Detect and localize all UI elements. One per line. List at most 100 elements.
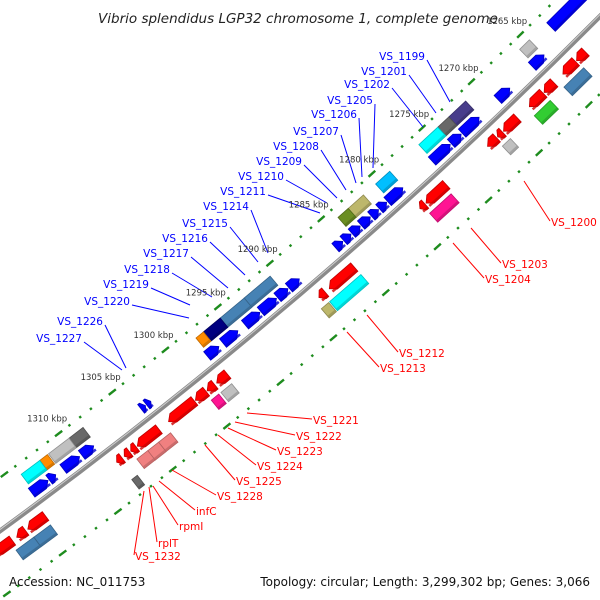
gene-arrow[interactable] — [273, 284, 292, 303]
gene-box[interactable] — [375, 170, 399, 194]
gene-arrow[interactable] — [14, 525, 30, 542]
gene-box[interactable] — [195, 331, 212, 348]
gene-arrow[interactable] — [256, 294, 280, 317]
gene-label[interactable]: rpmI — [179, 521, 203, 533]
gene-box[interactable] — [136, 450, 156, 470]
gene-arrow[interactable] — [383, 184, 407, 207]
gene-label[interactable]: VS_1204 — [485, 274, 531, 286]
gene-label[interactable]: VS_1203 — [502, 259, 548, 271]
gene-arrow[interactable] — [192, 386, 211, 405]
gene-arrow[interactable] — [45, 470, 59, 485]
gene-arrow[interactable] — [494, 127, 507, 141]
gene-box[interactable] — [220, 383, 240, 403]
gene-box[interactable] — [337, 207, 357, 227]
gene-box[interactable] — [533, 99, 560, 125]
gene-label[interactable]: VS_1205 — [327, 95, 373, 107]
gene-label[interactable]: VS_1212 — [399, 348, 445, 360]
kbp-label: 1270 kbp — [438, 64, 478, 74]
gene-label[interactable]: VS_1213 — [380, 363, 426, 375]
gene-arrow[interactable] — [500, 113, 522, 135]
gene-arrow[interactable] — [484, 133, 501, 151]
gene-label[interactable]: VS_1219 — [103, 279, 149, 291]
gene-arrow[interactable] — [113, 453, 127, 467]
gene-arrow[interactable] — [527, 51, 548, 71]
gene-label[interactable]: VS_1210 — [238, 171, 284, 183]
gene-box[interactable] — [320, 301, 338, 319]
gene-arrow[interactable] — [540, 78, 559, 97]
gene-label[interactable]: VS_1214 — [203, 201, 249, 213]
gene-label[interactable]: VS_1223 — [277, 446, 323, 458]
gene-box[interactable] — [210, 393, 227, 411]
gene-arrow[interactable] — [422, 180, 451, 208]
gene-box[interactable] — [15, 536, 42, 561]
gene-arrow[interactable] — [27, 476, 51, 498]
gene-arrow[interactable] — [559, 57, 581, 78]
gene-arrow[interactable] — [416, 199, 430, 213]
gene-arrow[interactable] — [218, 327, 241, 348]
gene-box[interactable] — [329, 273, 370, 312]
gene-arrow[interactable] — [0, 535, 17, 558]
gene-box[interactable] — [131, 474, 146, 490]
gene-box[interactable] — [501, 137, 520, 156]
gene-arrow[interactable] — [347, 222, 364, 238]
gene-arrow[interactable] — [137, 401, 149, 414]
gene-arrow[interactable] — [77, 441, 97, 460]
gene-arrow[interactable] — [213, 369, 232, 387]
gene-label[interactable]: VS_1215 — [182, 218, 228, 230]
gene-arrow[interactable] — [446, 130, 465, 149]
gene-arrow[interactable] — [457, 113, 483, 138]
gene-label[interactable]: VS_1226 — [57, 316, 103, 328]
gene-label[interactable]: VS_1211 — [220, 186, 266, 198]
gene-arrow[interactable] — [315, 287, 330, 302]
gene-label[interactable]: VS_1232 — [135, 551, 181, 563]
gene-label[interactable]: VS_1202 — [344, 79, 390, 91]
gene-arrow[interactable] — [142, 397, 154, 410]
gene-label[interactable]: VS_1207 — [293, 126, 339, 138]
gene-label[interactable]: VS_1201 — [361, 66, 407, 78]
gene-arrow[interactable] — [203, 342, 223, 361]
gene-arrow[interactable] — [284, 275, 303, 293]
gene-box[interactable] — [20, 459, 48, 485]
gene-label[interactable]: VS_1199 — [379, 51, 425, 63]
gene-label[interactable]: VS_1228 — [217, 491, 263, 503]
gene-arrow[interactable] — [326, 262, 359, 293]
gene-label[interactable]: VS_1208 — [273, 141, 319, 153]
gene-box[interactable] — [418, 126, 447, 155]
gene-arrow[interactable] — [526, 88, 548, 111]
gene-arrow[interactable] — [331, 237, 346, 253]
gene-box[interactable] — [546, 0, 590, 32]
gene-label[interactable]: rplT — [158, 538, 179, 550]
gene-box[interactable] — [429, 193, 460, 223]
gene-box[interactable] — [519, 39, 539, 59]
gene-arrow[interactable] — [427, 140, 454, 166]
gene-arrow[interactable] — [204, 379, 219, 395]
gene-arrow[interactable] — [356, 213, 374, 230]
gene-arrow[interactable] — [375, 198, 390, 214]
gene-label[interactable]: VS_1218 — [124, 264, 170, 276]
gene-arrow[interactable] — [573, 47, 590, 65]
gene-label[interactable]: infC — [196, 506, 217, 518]
gene-arrow[interactable] — [339, 230, 355, 246]
gene-box[interactable] — [563, 67, 593, 97]
gene-label[interactable]: VS_1216 — [162, 233, 208, 245]
gene-arrow[interactable] — [493, 84, 514, 105]
gene-label[interactable]: VS_1217 — [143, 248, 189, 260]
gene-label[interactable]: VS_1200 — [551, 217, 597, 229]
gene-arrow[interactable] — [25, 511, 50, 534]
gene-label[interactable]: VS_1209 — [256, 156, 302, 168]
gene-label[interactable]: VS_1220 — [84, 296, 130, 308]
gene-arrow[interactable] — [165, 396, 199, 426]
gene-label[interactable]: VS_1221 — [313, 415, 359, 427]
gene-label[interactable]: VS_1224 — [257, 461, 303, 473]
gene-arrow[interactable] — [240, 308, 264, 330]
gene-arrow[interactable] — [121, 447, 134, 461]
gene-arrow[interactable] — [367, 206, 382, 221]
gene-label[interactable]: VS_1206 — [311, 109, 357, 121]
gene-arrow[interactable] — [127, 442, 141, 456]
gene-label[interactable]: VS_1225 — [236, 476, 282, 488]
gene-label[interactable]: VS_1222 — [296, 431, 342, 443]
gene-label[interactable]: VS_1227 — [36, 333, 82, 345]
gene-arrow[interactable] — [134, 424, 163, 451]
gene-arrow[interactable] — [59, 452, 83, 474]
gene-box[interactable] — [47, 437, 77, 464]
